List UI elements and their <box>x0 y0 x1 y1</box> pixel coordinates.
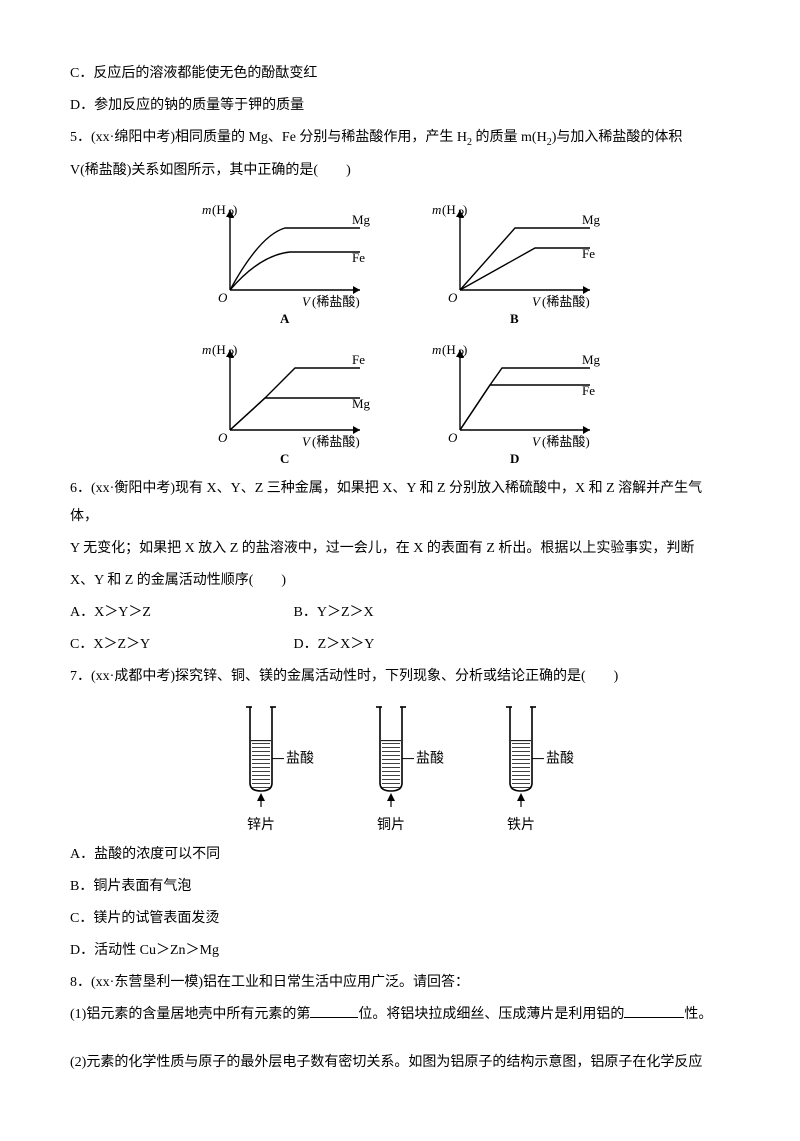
svg-text:Fe: Fe <box>582 246 595 261</box>
q6-opt-B: B．Y＞Z＞X <box>294 599 514 627</box>
svg-text:m: m <box>432 342 441 357</box>
q6-stem-line1: 6．(xx·衡阳中考)现有 X、Y、Z 三种金属，如果把 X、Y 和 Z 分别放… <box>70 475 730 531</box>
svg-text:O: O <box>448 430 458 445</box>
q8-p1a: (1)铝元素的含量居地壳中所有元素的第 <box>70 1007 310 1022</box>
q8-blank2 <box>624 1003 684 1018</box>
svg-text:Fe: Fe <box>352 250 365 265</box>
svg-text:C: C <box>280 451 289 465</box>
svg-text:锌片: 锌片 <box>247 817 275 831</box>
svg-text:): ) <box>463 342 467 357</box>
q8-blank1 <box>310 1003 358 1018</box>
q5-charts-row2: FeMg m (H 2 ) O V (稀盐酸) C MgFe m (H 2 ) … <box>70 335 730 465</box>
q5-stem-line2: V(稀盐酸)关系如图所示，其中正确的是( ) <box>70 157 730 185</box>
chart-svg: MgFe m (H 2 ) O V (稀盐酸) D <box>430 335 600 465</box>
q5-stem-line1: 5．(xx·绵阳中考)相同质量的 Mg、Fe 分别与稀盐酸作用，产生 H2 的质… <box>70 124 730 153</box>
svg-text:Mg: Mg <box>352 396 370 411</box>
svg-text:Fe: Fe <box>582 383 595 398</box>
svg-text:盐酸: 盐酸 <box>546 750 574 766</box>
q6-choices-row1: A．X＞Y＞Z B．Y＞Z＞X <box>70 599 730 627</box>
q5-chart-D: MgFe m (H 2 ) O V (稀盐酸) D <box>430 335 600 465</box>
q6-opt-A: A．X＞Y＞Z <box>70 599 290 627</box>
svg-text:m: m <box>202 342 211 357</box>
svg-text:(H: (H <box>212 202 226 217</box>
svg-text:Mg: Mg <box>582 212 600 227</box>
q6-choices-row2: C．X＞Z＞Y D．Z＞X＞Y <box>70 631 730 659</box>
chart-svg: MgFe m (H 2 ) O V (稀盐酸) A <box>200 195 370 325</box>
q7-tube-1: 盐酸 铜片 <box>355 701 445 831</box>
q7-tube-2: 盐酸 铁片 <box>485 701 575 831</box>
svg-text:(H: (H <box>442 202 456 217</box>
tube-svg: 盐酸 铁片 <box>485 701 575 831</box>
svg-text:(稀盐酸): (稀盐酸) <box>542 434 590 449</box>
q5-chart-B: MgFe m (H 2 ) O V (稀盐酸) B <box>430 195 600 325</box>
q5-charts-row1: MgFe m (H 2 ) O V (稀盐酸) A MgFe m (H 2 ) … <box>70 195 730 325</box>
svg-text:盐酸: 盐酸 <box>286 750 314 766</box>
svg-text:A: A <box>280 311 290 325</box>
q5-stem-a: 5．(xx·绵阳中考)相同质量的 Mg、Fe 分别与稀盐酸作用，产生 H <box>70 130 467 145</box>
q7-opt-C: C．镁片的试管表面发烫 <box>70 905 730 933</box>
q6-opt-C: C．X＞Z＞Y <box>70 631 290 659</box>
svg-text:铜片: 铜片 <box>377 817 405 831</box>
q8-p1b: 位。将铝块拉成细丝、压成薄片是利用铝的 <box>358 1007 624 1022</box>
q4-option-c: C．反应后的溶液都能使无色的酚酞变红 <box>70 60 730 88</box>
q5-chart-A: MgFe m (H 2 ) O V (稀盐酸) A <box>200 195 370 325</box>
q7-opt-D: D．活动性 Cu＞Zn＞Mg <box>70 937 730 965</box>
svg-text:O: O <box>218 290 228 305</box>
svg-text:D: D <box>510 451 519 465</box>
q8-p1c: 性。 <box>684 1007 712 1022</box>
q7-tubes-row: 盐酸 锌片 盐酸 铜片 盐酸 铁片 <box>70 701 730 831</box>
svg-text:(稀盐酸): (稀盐酸) <box>542 294 590 309</box>
svg-text:铁片: 铁片 <box>507 817 535 831</box>
svg-text:(H: (H <box>442 342 456 357</box>
q6-stem-line2: Y 无变化；如果把 X 放入 Z 的盐溶液中，过一会儿，在 X 的表面有 Z 析… <box>70 535 730 563</box>
q5-stem-c: )与加入稀盐酸的体积 <box>552 130 683 145</box>
svg-text:): ) <box>463 202 467 217</box>
q7-tube-0: 盐酸 锌片 <box>225 701 315 831</box>
svg-text:Mg: Mg <box>352 212 370 227</box>
svg-text:Mg: Mg <box>582 352 600 367</box>
tube-svg: 盐酸 锌片 <box>225 701 315 831</box>
svg-text:O: O <box>218 430 228 445</box>
svg-text:(稀盐酸): (稀盐酸) <box>312 294 360 309</box>
svg-text:V: V <box>532 434 542 449</box>
svg-text:): ) <box>233 202 237 217</box>
q8-p1: (1)铝元素的含量居地壳中所有元素的第 位。将铝块拉成细丝、压成薄片是利用铝的 性。 <box>70 1001 730 1029</box>
svg-text:(稀盐酸): (稀盐酸) <box>312 434 360 449</box>
q8-stem: 8．(xx·东营垦利一模)铝在工业和日常生活中应用广泛。请回答： <box>70 969 730 997</box>
q8-p2: (2)元素的化学性质与原子的最外层电子数有密切关系。如图为铝原子的结构示意图，铝… <box>70 1049 730 1077</box>
svg-text:(H: (H <box>212 342 226 357</box>
svg-text:V: V <box>532 294 542 309</box>
svg-text:m: m <box>202 202 211 217</box>
q7-stem: 7．(xx·成都中考)探究锌、铜、镁的金属活动性时，下列现象、分析或结论正确的是… <box>70 663 730 691</box>
svg-text:m: m <box>432 202 441 217</box>
svg-text:盐酸: 盐酸 <box>416 750 444 766</box>
chart-svg: MgFe m (H 2 ) O V (稀盐酸) B <box>430 195 600 325</box>
svg-text:B: B <box>510 311 519 325</box>
svg-text:): ) <box>233 342 237 357</box>
q6-stem-line3: X、Y 和 Z 的金属活动性顺序( ) <box>70 567 730 595</box>
svg-text:V: V <box>302 294 312 309</box>
tube-svg: 盐酸 铜片 <box>355 701 445 831</box>
q6-opt-D: D．Z＞X＞Y <box>294 631 514 659</box>
svg-text:O: O <box>448 290 458 305</box>
svg-text:V: V <box>302 434 312 449</box>
q5-chart-C: FeMg m (H 2 ) O V (稀盐酸) C <box>200 335 370 465</box>
svg-text:Fe: Fe <box>352 352 365 367</box>
chart-svg: FeMg m (H 2 ) O V (稀盐酸) C <box>200 335 370 465</box>
q5-stem-b: 的质量 m(H <box>472 130 547 145</box>
q7-opt-B: B．铜片表面有气泡 <box>70 873 730 901</box>
q4-option-d: D．参加反应的钠的质量等于钾的质量 <box>70 92 730 120</box>
q7-opt-A: A．盐酸的浓度可以不同 <box>70 841 730 869</box>
